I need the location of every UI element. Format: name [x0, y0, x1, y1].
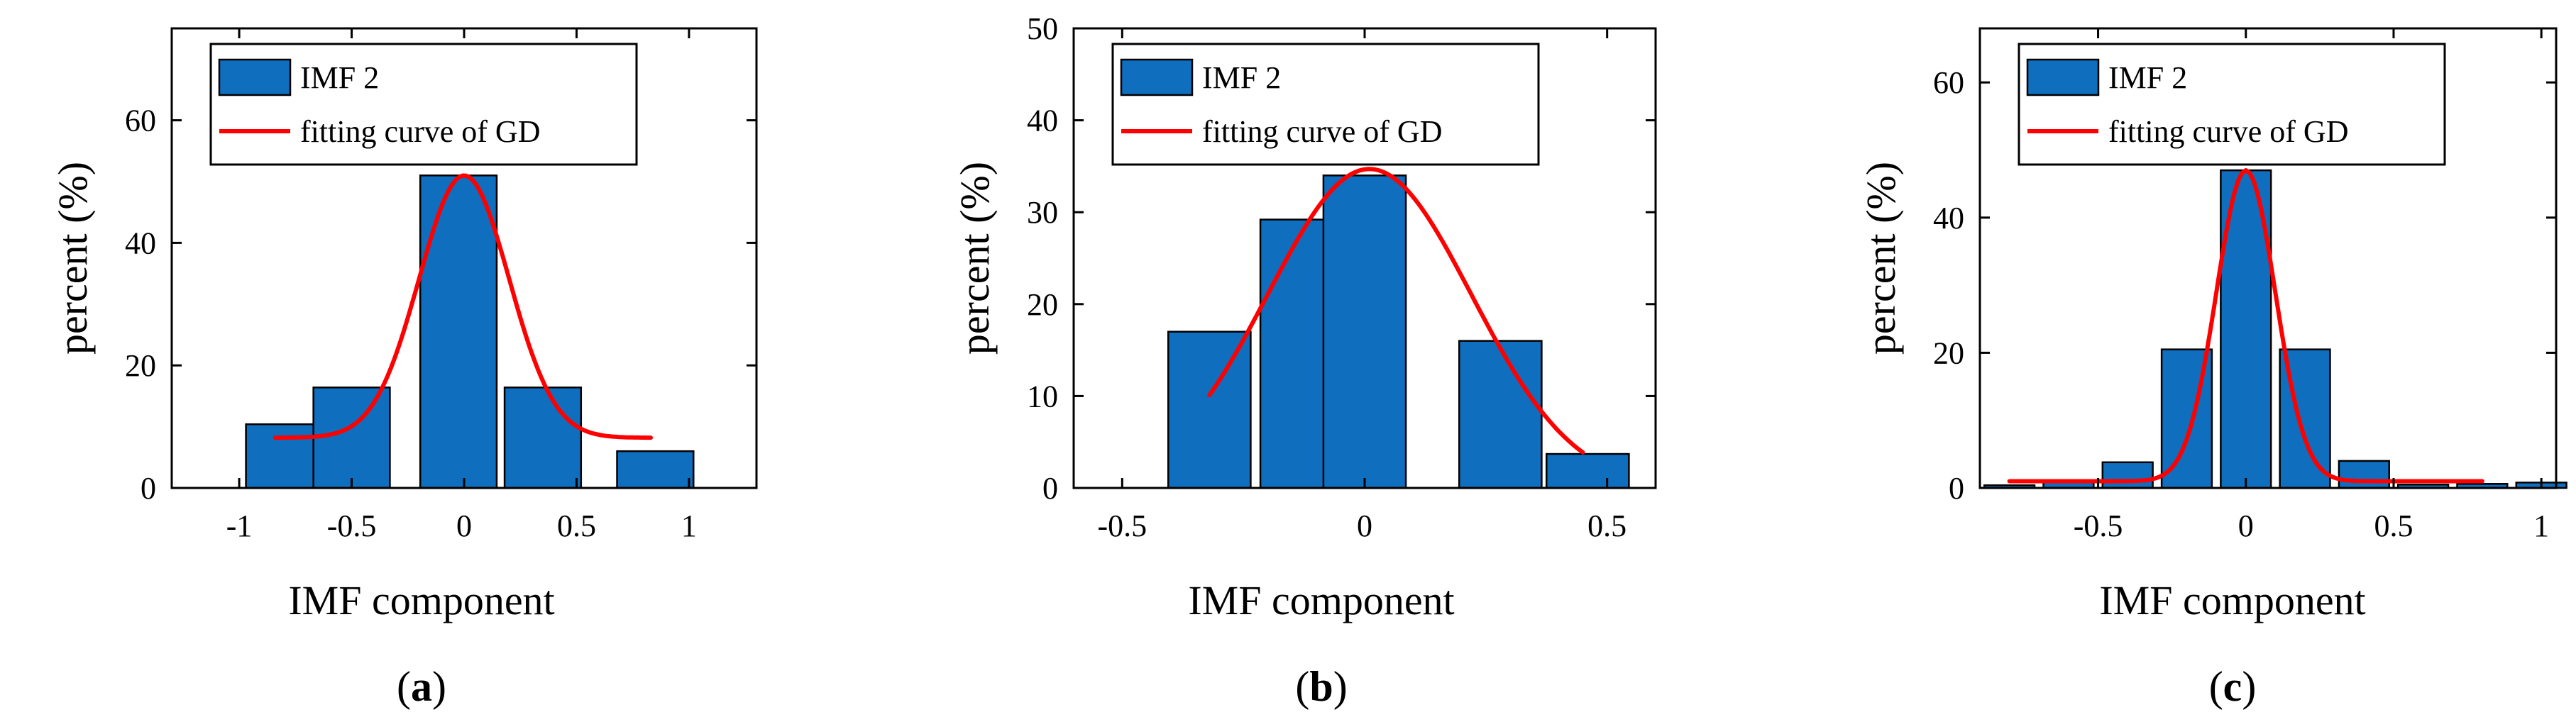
- y-tick-label-b-2: 20: [1027, 287, 1058, 322]
- plot-frame-c: [1978, 27, 2558, 489]
- y-tick-label-b-5: 50: [1027, 11, 1058, 46]
- legend-bar-label-a: IMF 2: [300, 60, 379, 95]
- bar-a-4: [616, 450, 695, 489]
- legend-line-label-c: fitting curve of GD: [2108, 114, 2348, 149]
- y-tick-label-a-2: 40: [125, 226, 156, 260]
- x-axis-label-c: IMF component: [2099, 577, 2365, 623]
- x-tick-label-a-3: 0.5: [557, 509, 596, 543]
- y-tick-label-c-3: 60: [1933, 65, 1964, 100]
- x-tick-label-b-1: 0: [1357, 509, 1372, 543]
- x-tick-label-c-3: 1: [2533, 509, 2549, 543]
- y-tick-label-a-0: 0: [141, 471, 156, 506]
- legend-bar-label-c: IMF 2: [2108, 60, 2187, 95]
- legend-bar-swatch-c: [2026, 58, 2100, 96]
- x-tick-label-a-0: -1: [226, 509, 253, 543]
- bar-b-3: [1458, 340, 1543, 489]
- x-tick-label-b-2: 0.5: [1587, 509, 1626, 543]
- fit-curve-c: [2007, 168, 2484, 484]
- y-tick-label-a-1: 20: [125, 348, 156, 383]
- bar-a-2: [419, 174, 498, 489]
- chart-panel-b: -0.5 0 0.5 0 10 20 30 40 50 IMF component percent …: [952, 11, 1657, 710]
- y-tick-label-c-2: 40: [1933, 201, 1964, 235]
- x-tick-label-a-4: 1: [681, 509, 697, 543]
- bar-a-0: [245, 423, 324, 489]
- caption-letter-c: c: [2223, 663, 2242, 710]
- chart-panel-c: -0.5 0 0.5 1 0 20 40 60 IMF component percent (%)…: [1858, 27, 2567, 710]
- legend-bar-swatch-a: [218, 58, 292, 96]
- legend-bar-label-b: IMF 2: [1202, 60, 1281, 95]
- fit-curve-b: [1207, 167, 1585, 455]
- x-tick-label-b-0: -0.5: [1098, 509, 1147, 543]
- chart-panel-a: -1 -0.5 0 0.5 1 0 20 40 60 IMF component percent (…: [50, 27, 758, 710]
- caption-b: (b): [1295, 663, 1347, 710]
- y-axis-label-a: percent (%): [50, 162, 96, 355]
- caption-a: (a): [397, 663, 446, 710]
- y-tick-label-b-4: 40: [1027, 104, 1058, 138]
- bar-c-6: [2338, 460, 2390, 489]
- legend-line-label-a: fitting curve of GD: [300, 114, 540, 149]
- x-tick-label-c-1: 0: [2238, 509, 2254, 543]
- bar-a-1: [312, 387, 391, 489]
- caption-letter-a: a: [411, 663, 432, 710]
- y-tick-label-a-3: 60: [125, 104, 156, 138]
- bar-a-3: [503, 387, 583, 489]
- x-axis-label-a: IMF component: [288, 577, 554, 623]
- y-tick-label-c-1: 20: [1933, 335, 1964, 370]
- y-axis-label-b: percent (%): [952, 162, 998, 355]
- legend-line-label-b: fitting curve of GD: [1202, 114, 1442, 149]
- caption-letter-b: b: [1309, 663, 1333, 710]
- x-tick-label-a-1: -0.5: [327, 509, 377, 543]
- x-tick-label-c-0: -0.5: [2074, 509, 2123, 543]
- fit-curve-a: [273, 173, 653, 440]
- y-axis-label-c: percent (%): [1858, 162, 1904, 355]
- y-tick-label-b-3: 30: [1027, 195, 1058, 230]
- bar-c-2: [2101, 461, 2154, 489]
- y-tick-label-b-0: 0: [1042, 471, 1058, 506]
- y-tick-label-b-1: 10: [1027, 379, 1058, 413]
- caption-c: (c): [2209, 663, 2257, 710]
- x-tick-label-c-2: 0.5: [2374, 509, 2413, 543]
- bar-b-2: [1322, 174, 1407, 489]
- legend-bar-swatch-b: [1120, 58, 1194, 96]
- bar-b-0: [1167, 331, 1252, 489]
- y-tick-label-c-0: 0: [1949, 471, 1964, 506]
- bar-b-4: [1546, 452, 1630, 489]
- x-axis-label-b: IMF component: [1188, 577, 1454, 623]
- x-tick-label-a-2: 0: [456, 509, 472, 543]
